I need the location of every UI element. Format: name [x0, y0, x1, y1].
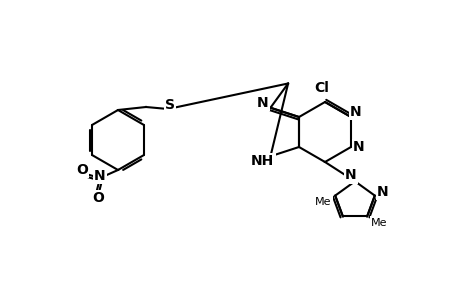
- Text: Cl: Cl: [314, 81, 329, 95]
- Text: Me: Me: [314, 196, 331, 207]
- Text: NH: NH: [250, 154, 274, 168]
- Text: O: O: [92, 191, 104, 205]
- Text: N: N: [256, 96, 268, 110]
- Text: N: N: [353, 140, 364, 154]
- Text: N: N: [349, 105, 361, 119]
- Text: S: S: [165, 98, 174, 112]
- Text: Me: Me: [370, 218, 386, 227]
- Text: O: O: [76, 163, 88, 177]
- Text: N: N: [94, 169, 106, 183]
- Text: N: N: [376, 184, 388, 199]
- Text: N: N: [344, 168, 356, 182]
